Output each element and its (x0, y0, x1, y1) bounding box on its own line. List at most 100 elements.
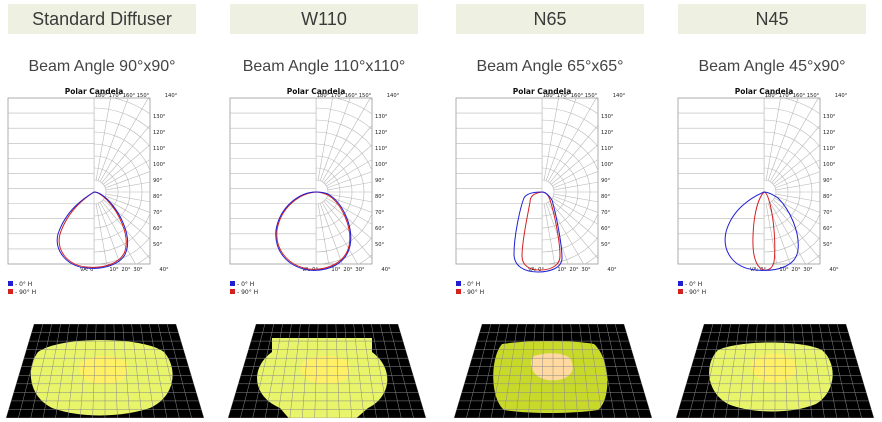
top-tick-label: 140° (165, 93, 178, 99)
bottom-tick-label: 30° (133, 267, 143, 273)
iso-grid-line (750, 324, 758, 418)
iso-grid-line (801, 324, 813, 418)
grid-ray (326, 159, 372, 187)
iso-grid-line (515, 324, 527, 418)
bottom-tick-label: 40° (381, 267, 391, 273)
right-tick-label: 120° (601, 130, 614, 136)
iso-grid-line (252, 324, 274, 418)
grid-ray (324, 199, 372, 240)
bottom-tick-label: 30° (581, 267, 591, 273)
iso-grid-line (810, 324, 825, 418)
right-tick-label: 130° (375, 114, 388, 120)
bottom-tick-label: 20° (569, 267, 579, 273)
grid-ray (772, 199, 820, 240)
grid-ray (317, 98, 333, 181)
right-tick-label: 60° (153, 226, 163, 232)
top-tick-label: 170° (109, 93, 122, 99)
polar-grid (94, 98, 150, 264)
grid-ray (775, 193, 820, 203)
iso-light-pattern (676, 324, 874, 418)
top-tick-label: 140° (613, 93, 626, 99)
polar-grid (316, 98, 372, 264)
iso-grid-line (725, 324, 740, 418)
iso-light-pattern (228, 324, 426, 418)
right-tick-label: 90° (375, 178, 385, 184)
polar-grid (764, 98, 820, 264)
panel-header: W110 (230, 4, 418, 34)
iso-grid-line (166, 324, 192, 418)
top-tick-label: 170° (779, 93, 792, 99)
iso-grid-line (828, 324, 850, 418)
grid-ray (105, 193, 150, 203)
top-tick-label: 140° (387, 93, 400, 99)
right-tick-label: 110° (153, 146, 166, 152)
iso-grid-line (540, 324, 545, 418)
bottom-tick-label: 20° (121, 267, 131, 273)
top-tick-label: 170° (331, 93, 344, 99)
iso-grid-line (277, 324, 292, 418)
chart-frame (229, 97, 373, 265)
grid-ray (99, 202, 136, 264)
illuminance-plot (6, 324, 204, 418)
bottom-tick-label: VA: 0° (80, 267, 96, 273)
bottom-tick-label: 20° (343, 267, 353, 273)
iso-grid-line (371, 324, 390, 418)
right-tick-label: 60° (601, 226, 611, 232)
legend-swatch (8, 281, 13, 286)
top-tick-label: 150° (359, 93, 372, 99)
iso-grid-line (149, 324, 168, 418)
chart-frame (455, 97, 599, 265)
grid-ray (553, 193, 598, 203)
grid-ray (95, 203, 108, 264)
iso-grid-line (836, 324, 862, 418)
iso-grid-line (113, 324, 118, 418)
iso-grid-line (700, 324, 722, 418)
iso-grid-line (158, 324, 180, 418)
grid-ray (772, 144, 820, 185)
grid-ray (327, 193, 372, 203)
right-tick-label: 80° (823, 194, 833, 200)
legend-swatch (678, 289, 683, 294)
right-tick-label: 80° (601, 194, 611, 200)
grid-ray (547, 98, 597, 182)
iso-grid-line (503, 324, 518, 418)
grid-ray (775, 195, 820, 213)
series-90h-curve (276, 191, 351, 270)
chart-frame (7, 97, 151, 265)
bottom-tick-label: 30° (803, 267, 813, 273)
iso-grid-line (67, 324, 79, 418)
right-tick-label: 60° (823, 226, 833, 232)
iso-inner-zone (301, 355, 351, 385)
iso-grid-line (314, 324, 319, 418)
chart-title: Polar Candela (287, 87, 346, 96)
iso-grid-line (302, 324, 310, 418)
grid-ray (552, 197, 598, 225)
iso-grid-line (240, 324, 266, 418)
top-tick-label: 150° (807, 93, 820, 99)
iso-grid-line (588, 324, 603, 418)
bottom-tick-label: 10° (331, 267, 341, 273)
grid-ray (105, 181, 150, 191)
grid-ray (97, 203, 121, 264)
legend-label: - 90° H (15, 289, 36, 296)
grid-ray (101, 124, 150, 184)
grid-ray (95, 98, 111, 181)
legend-label: - 0° H (15, 281, 32, 288)
panel-header: N65 (456, 4, 644, 34)
grid-ray (104, 159, 150, 187)
grid-ray (321, 202, 358, 264)
iso-grid-line (6, 324, 35, 418)
chart-title: Polar Candela (735, 87, 794, 96)
bottom-tick-label: 10° (109, 267, 119, 273)
iso-grid-line (131, 324, 143, 418)
iso-grid-line (18, 324, 44, 418)
grid-ray (323, 124, 372, 184)
grid-ray (105, 171, 150, 189)
bottom-tick-label: 20° (791, 267, 801, 273)
iso-grid-line (737, 324, 749, 418)
iso-grid-line (388, 324, 414, 418)
right-tick-label: 120° (153, 130, 166, 136)
legend-swatch (678, 281, 683, 286)
legend-swatch (230, 281, 235, 286)
grid-ray (550, 199, 598, 240)
